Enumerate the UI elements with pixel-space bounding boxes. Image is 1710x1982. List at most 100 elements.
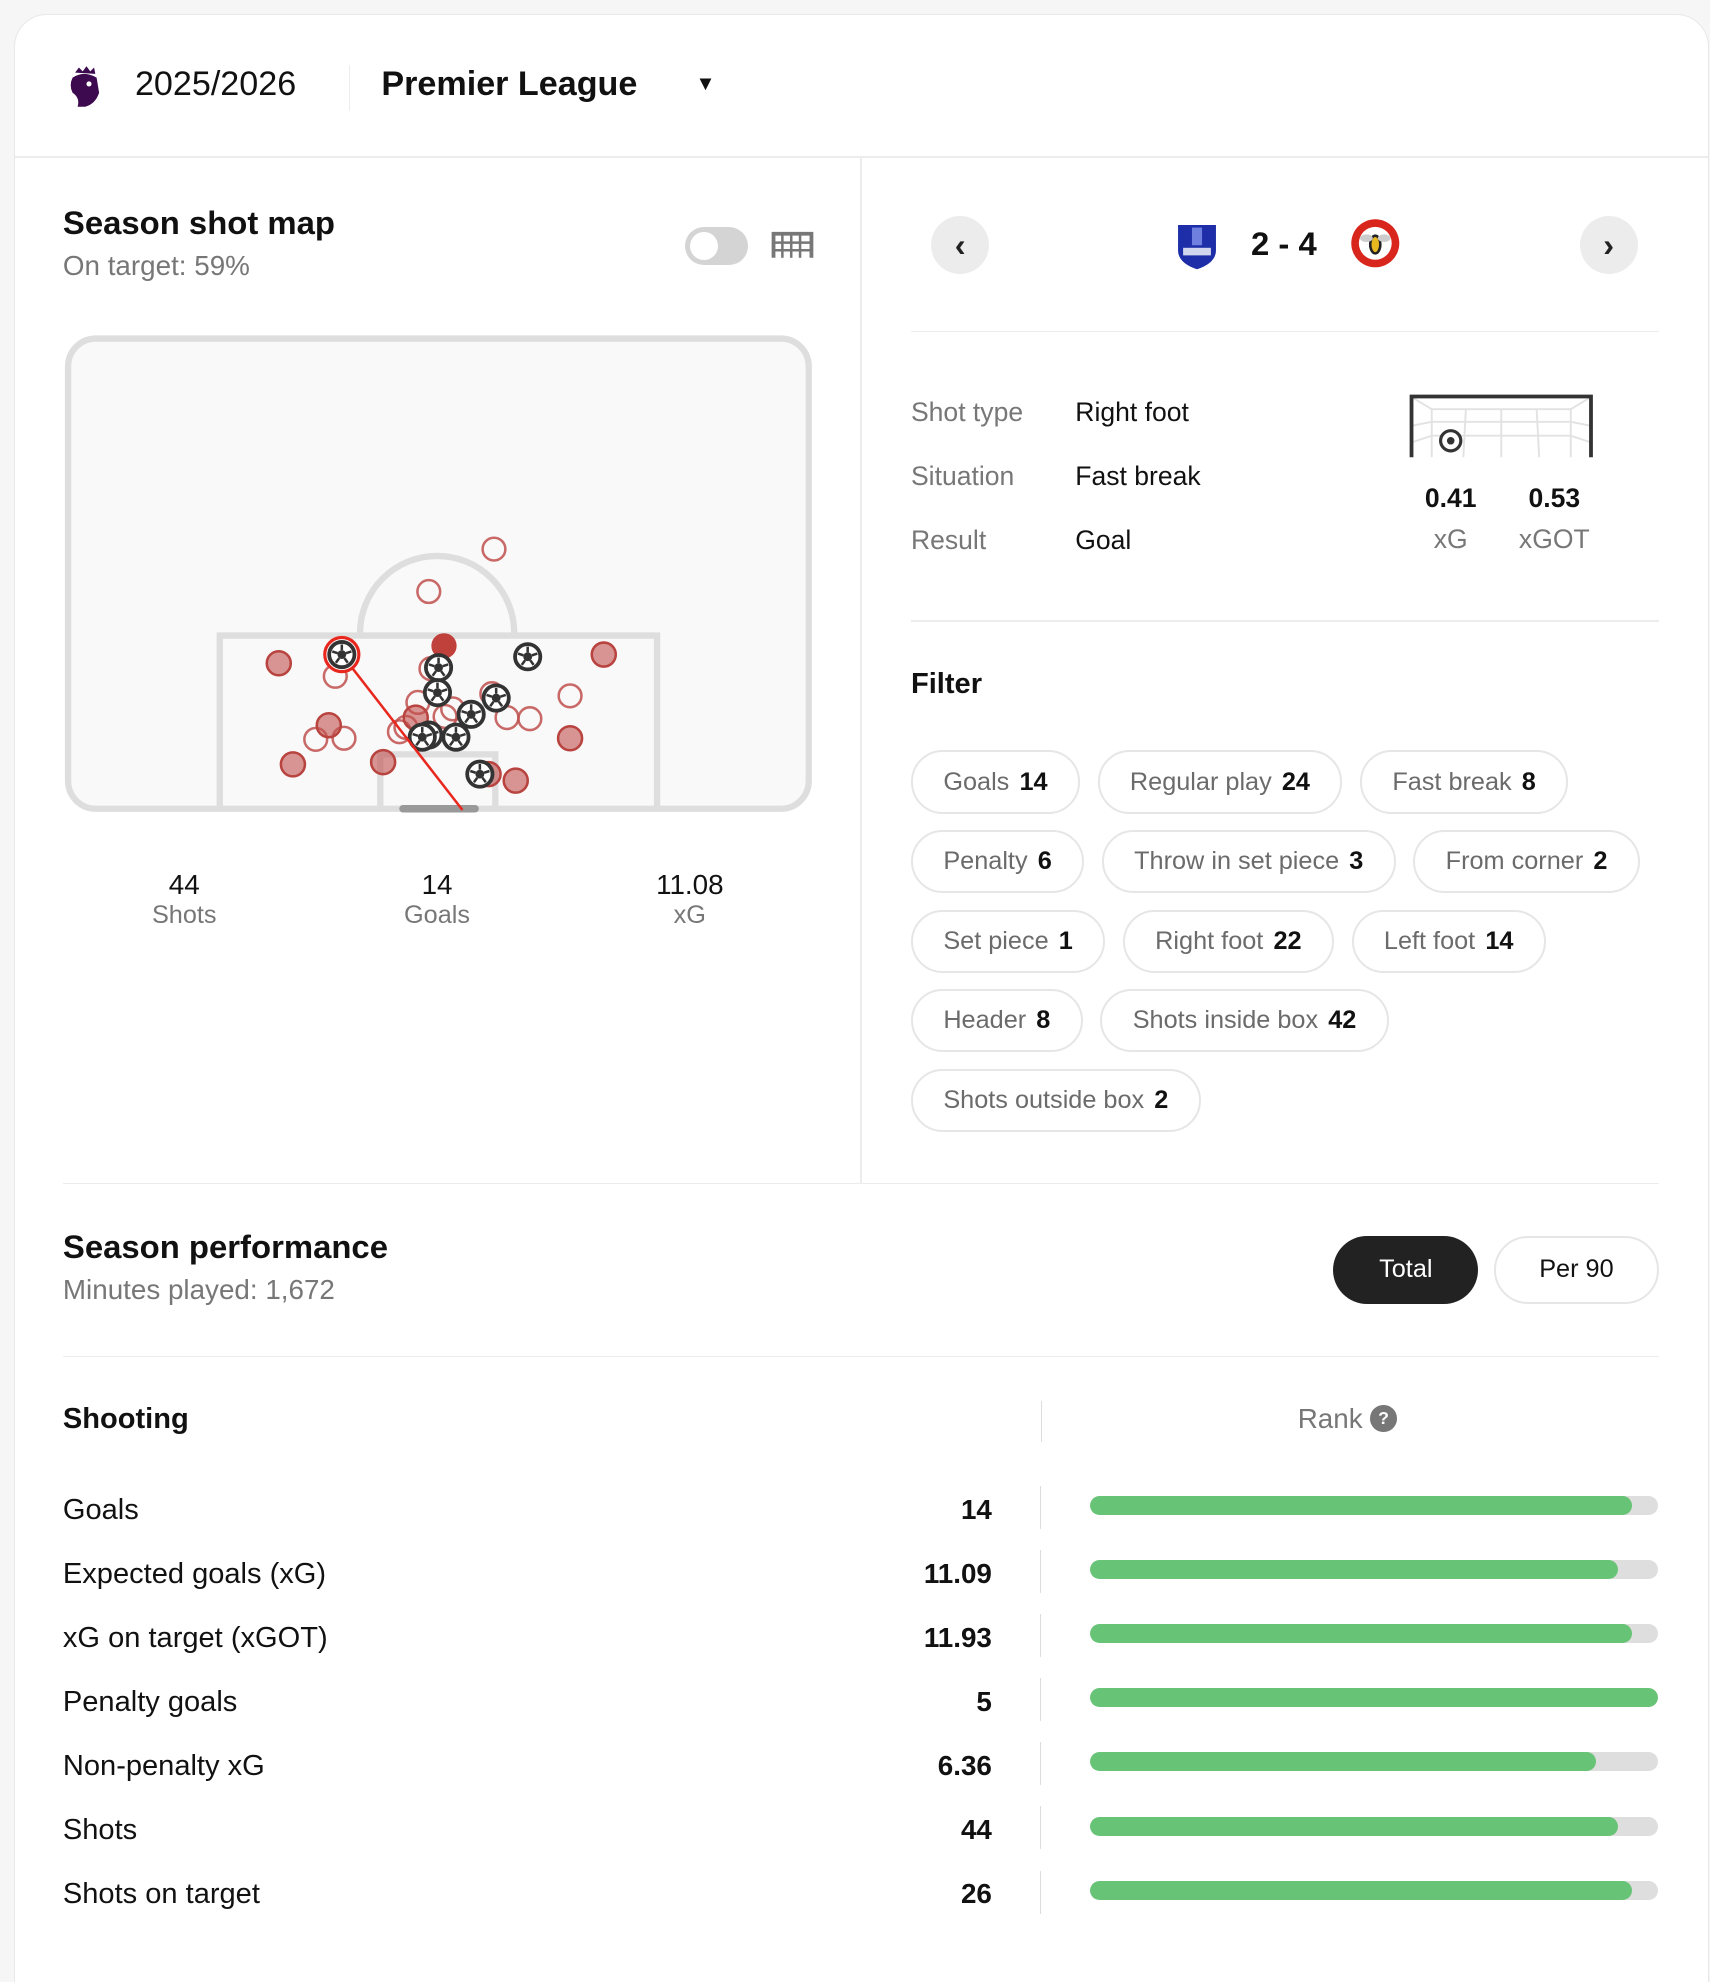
goal-ball-icon[interactable] (422, 677, 452, 708)
divider (1039, 1614, 1042, 1658)
stat-label: Shots (151, 901, 217, 930)
stat-row: Expected goals (xG) 11.09 (63, 1550, 1658, 1601)
league-name: Premier League (381, 65, 638, 104)
stat-name: Shots (62, 1814, 138, 1847)
goal-ball-icon[interactable] (456, 699, 486, 729)
goal-ball-icon[interactable] (481, 683, 511, 713)
shot-details: Shot type Right foot Situation Fast break … (911, 397, 1265, 590)
rank-bar (1090, 1752, 1658, 1772)
stat-name: Non-penalty xG (62, 1749, 265, 1782)
chip-count: 1 (1058, 926, 1073, 955)
detail-value: Goal (1075, 525, 1132, 556)
detail-label: Result (910, 525, 987, 556)
filter-chip[interactable]: Set piece 1 (910, 909, 1106, 973)
chip-label: Regular play (1129, 767, 1272, 796)
chip-label: Fast break (1392, 767, 1512, 796)
rank-bar (1090, 1496, 1658, 1516)
rank-header: Rank ? (1298, 1403, 1397, 1435)
chip-count: 2 (1154, 1086, 1169, 1114)
stat-row: Goals 14 (63, 1486, 1658, 1537)
league-selector[interactable]: Premier League ▼ (381, 65, 715, 104)
shot-marker-saved[interactable] (502, 767, 529, 794)
goal-net-icon[interactable] (771, 230, 814, 266)
chip-count: 6 (1037, 847, 1052, 876)
chip-label: Set piece (943, 926, 1049, 955)
chip-count: 8 (1521, 767, 1536, 796)
stat-value: 11.93 (923, 1621, 992, 1653)
goal-ball-icon[interactable] (407, 722, 437, 752)
goal-ball-icon[interactable] (513, 642, 543, 672)
shot-marker-saved[interactable] (279, 750, 307, 778)
everton-crest-icon (1173, 220, 1221, 277)
stat-value: 6.36 (937, 1749, 992, 1781)
next-shot-button[interactable]: › (1579, 215, 1638, 274)
goal-ball-icon[interactable] (327, 639, 357, 669)
shot-marker-saved[interactable] (590, 641, 617, 668)
filter-chip[interactable]: Shots outside box 2 (910, 1068, 1201, 1133)
goal-view-toggle[interactable] (684, 227, 748, 266)
season-selector[interactable]: 2025/2026 (134, 65, 297, 104)
filter-chip[interactable]: Right foot 22 (1122, 909, 1334, 973)
goal-ball-icon[interactable] (423, 652, 453, 683)
rank-bar (1090, 1880, 1658, 1900)
shot-marker-off-target[interactable] (302, 726, 329, 752)
filter-chip[interactable]: Goals 14 (910, 750, 1080, 814)
goal-ball-icon[interactable] (441, 722, 471, 752)
divider (1039, 1742, 1042, 1786)
stat-name: xG on target (xGOT) (62, 1621, 328, 1654)
rank-bar-fill (1090, 1752, 1596, 1772)
help-icon[interactable]: ? (1370, 1405, 1397, 1432)
chip-label: Throw in set piece (1134, 847, 1340, 876)
filter-chip[interactable]: Throw in set piece 3 (1101, 830, 1396, 894)
shot-marker-blocked[interactable] (431, 633, 457, 659)
stat-value: 14 (960, 1493, 992, 1525)
shot-marker-saved[interactable] (556, 724, 584, 752)
xg-label: xG (1433, 523, 1468, 554)
previous-shot-button[interactable]: ‹ (931, 215, 990, 274)
shot-marker-off-target[interactable] (517, 705, 543, 732)
shot-marker-off-target[interactable] (416, 578, 442, 605)
shot-marker-off-target[interactable] (557, 683, 583, 709)
per90-toggle-button[interactable]: Per 90 (1493, 1235, 1660, 1305)
filter-chip[interactable]: Header 8 (910, 989, 1083, 1053)
stat-row: xG on target (xGOT) 11.93 (63, 1614, 1658, 1665)
filter-chip[interactable]: Shots inside box 42 (1100, 989, 1389, 1053)
chip-count: 14 (1485, 926, 1514, 955)
performance-title: Season performance (62, 1228, 388, 1266)
divider (1039, 1806, 1042, 1850)
shot-marker-saved[interactable] (265, 649, 292, 677)
rank-bar-fill (1090, 1880, 1633, 1900)
filter-chip[interactable]: Left foot 14 (1351, 909, 1546, 973)
shot-marker-saved[interactable] (369, 748, 397, 776)
goal-ball-icon[interactable] (465, 759, 495, 789)
stat-label: Goals (404, 901, 471, 930)
chip-label: From corner (1445, 847, 1584, 876)
rank-bar-fill (1090, 1624, 1633, 1644)
filter-chip[interactable]: Penalty 6 (910, 830, 1085, 894)
match-score: 2 - 4 (1250, 224, 1317, 262)
rank-bar-fill (1090, 1496, 1633, 1516)
filter-chip[interactable]: Regular play 24 (1097, 750, 1343, 814)
chevron-right-icon: › (1603, 225, 1615, 263)
filter-chip[interactable]: Fast break 8 (1359, 750, 1569, 814)
stat-name: Penalty goals (62, 1685, 238, 1718)
shot-trajectory-line (340, 653, 464, 811)
shot-marker-off-target[interactable] (331, 725, 357, 751)
shot-map-pitch[interactable] (15, 15, 874, 849)
shot-marker-saved[interactable] (315, 711, 342, 739)
chip-count: 2 (1593, 847, 1608, 876)
chip-label: Right foot (1155, 926, 1264, 955)
divider (1039, 1486, 1042, 1530)
total-toggle-button[interactable]: Total (1333, 1235, 1479, 1305)
player-stats-card: 2025/2026 Premier League ▼ Season shot m… (13, 13, 1709, 1982)
shot-marker-off-target[interactable] (481, 536, 507, 562)
chip-count: 22 (1273, 926, 1302, 955)
chip-label: Shots outside box (943, 1086, 1145, 1114)
stat-value: 14 (421, 869, 453, 901)
shooting-section-title: Shooting (62, 1402, 189, 1435)
goal-frame-icon (1409, 394, 1594, 466)
filter-chip[interactable]: From corner 2 (1413, 830, 1640, 894)
divider (1039, 1550, 1042, 1594)
stat-label: xG (673, 901, 706, 930)
chip-label: Header (943, 1006, 1027, 1035)
